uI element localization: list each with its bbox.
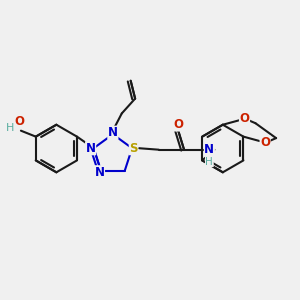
Text: O: O	[239, 112, 250, 125]
Text: S: S	[129, 142, 138, 155]
Text: N: N	[94, 166, 104, 179]
Text: N: N	[204, 143, 214, 156]
Text: O: O	[260, 136, 270, 149]
Text: N: N	[86, 142, 96, 155]
Text: O: O	[14, 115, 24, 128]
Text: N: N	[108, 126, 118, 139]
Text: H: H	[6, 123, 15, 133]
Text: O: O	[173, 118, 183, 131]
Text: H: H	[206, 157, 213, 166]
